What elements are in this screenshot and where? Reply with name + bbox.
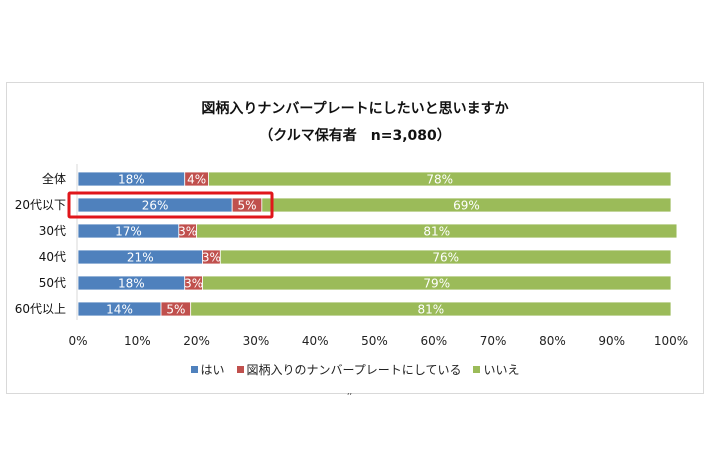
- data-label: 21%: [127, 251, 154, 265]
- legend-item: はい: [190, 361, 225, 378]
- x-tick-label: 60%: [420, 334, 447, 348]
- category-label: 50代: [39, 276, 66, 290]
- x-tick-label: 80%: [539, 334, 566, 348]
- category-label: 30代: [39, 224, 66, 238]
- legend-item: 図柄入りのナンバープレートにしている: [236, 361, 462, 378]
- data-label: 26%: [142, 199, 169, 213]
- data-label: 14%: [106, 303, 133, 317]
- category-label: 全体: [42, 171, 66, 186]
- legend-swatch: [236, 366, 244, 373]
- category-label: 60代以上: [15, 302, 66, 316]
- legend-swatch: [190, 366, 198, 373]
- x-tick-label: 70%: [480, 334, 507, 348]
- bar-segment: [202, 275, 672, 291]
- stray-mark: ,,: [347, 387, 353, 396]
- x-tick-label: 40%: [302, 334, 329, 348]
- data-label: 18%: [118, 277, 145, 291]
- data-label: 69%: [453, 199, 480, 213]
- x-tick-label: 50%: [361, 334, 388, 348]
- data-label: 79%: [423, 277, 450, 291]
- data-label: 3%: [184, 277, 203, 291]
- data-label: 18%: [118, 173, 145, 187]
- legend-label: いいえ: [483, 363, 520, 377]
- chart-subtitle: （クルマ保有者 n=3,080）: [259, 128, 451, 144]
- bar-segment: [208, 171, 672, 187]
- data-label: 81%: [417, 303, 444, 317]
- bar-segment: [219, 249, 672, 265]
- data-label: 17%: [115, 225, 142, 239]
- data-label: 3%: [202, 251, 221, 265]
- chart-title: 図柄入りナンバープレートにしたいと思いますか: [201, 101, 509, 117]
- x-tick-label: 20%: [183, 334, 210, 348]
- data-label: 81%: [423, 225, 450, 239]
- x-tick-label: 0%: [68, 334, 87, 348]
- legend-item: いいえ: [473, 361, 519, 378]
- bar-segment: [196, 223, 678, 239]
- highlight-box: [67, 191, 274, 219]
- x-tick-label: 90%: [598, 334, 625, 348]
- chart-legend: はい 図柄入りのナンバープレートにしている いいえ: [0, 361, 710, 378]
- data-label: 4%: [187, 173, 206, 187]
- category-label: 20代以下: [15, 198, 66, 212]
- bar-segment: [261, 197, 672, 213]
- legend-label: 図柄入りのナンバープレートにしている: [246, 363, 462, 377]
- data-label: 3%: [178, 225, 197, 239]
- data-label: 78%: [426, 173, 453, 187]
- data-label: 76%: [432, 251, 459, 265]
- bar-segment: [190, 301, 672, 317]
- x-tick-label: 30%: [243, 334, 270, 348]
- data-label: 5%: [237, 199, 256, 213]
- x-tick-label: 10%: [124, 334, 151, 348]
- category-label: 40代: [39, 250, 66, 264]
- legend-swatch: [473, 366, 481, 373]
- data-label: 5%: [166, 303, 185, 317]
- legend-label: はい: [200, 363, 225, 377]
- x-tick-label: 100%: [654, 334, 688, 348]
